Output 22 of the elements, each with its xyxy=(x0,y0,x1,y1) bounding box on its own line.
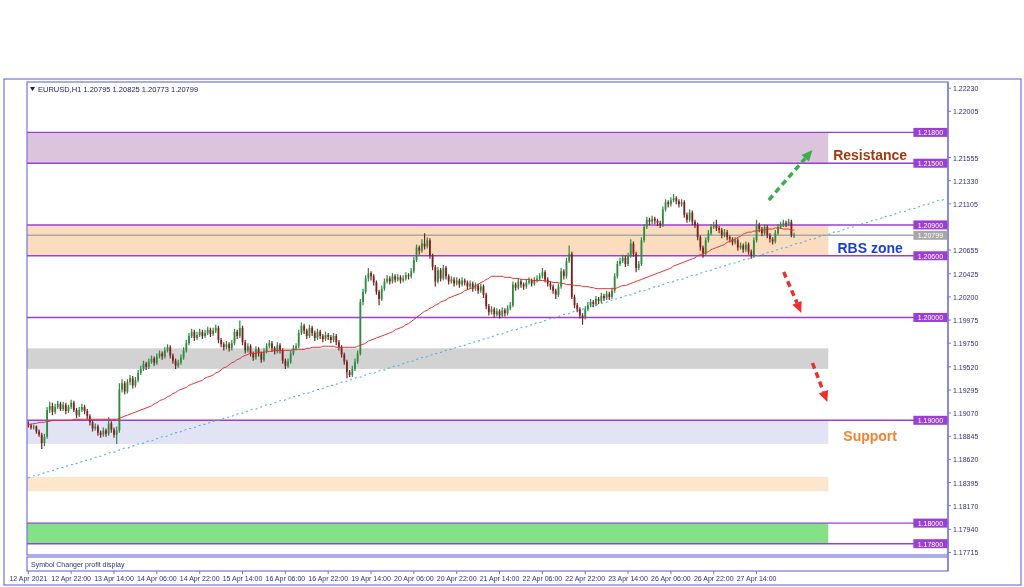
candlestick xyxy=(105,428,107,437)
band-label: RBS zone xyxy=(837,239,904,256)
candlestick xyxy=(677,199,680,208)
candlestick xyxy=(785,220,787,227)
candlestick xyxy=(520,279,522,288)
line-series xyxy=(27,227,795,425)
candlestick xyxy=(196,331,198,341)
candlestick xyxy=(97,424,99,436)
candlestick xyxy=(94,423,97,431)
candlestick xyxy=(469,280,472,289)
candlestick xyxy=(463,278,466,286)
candlestick xyxy=(461,277,463,287)
candlestick xyxy=(204,329,206,339)
candlestick xyxy=(453,277,455,287)
band-label: Support xyxy=(843,427,898,444)
candlestick xyxy=(30,423,32,430)
candlestick xyxy=(212,327,215,336)
candlestick xyxy=(793,232,795,238)
candlestick xyxy=(603,293,605,302)
candlestick xyxy=(528,277,530,285)
candlestick xyxy=(271,341,273,352)
band-label: Resistance xyxy=(833,147,908,164)
